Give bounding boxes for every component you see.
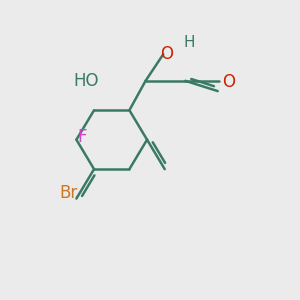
Text: F: F	[77, 128, 87, 146]
Text: Br: Br	[60, 184, 78, 202]
Text: O: O	[160, 45, 173, 63]
Text: O: O	[222, 73, 235, 91]
Text: H: H	[184, 35, 195, 50]
Text: HO: HO	[73, 72, 98, 90]
